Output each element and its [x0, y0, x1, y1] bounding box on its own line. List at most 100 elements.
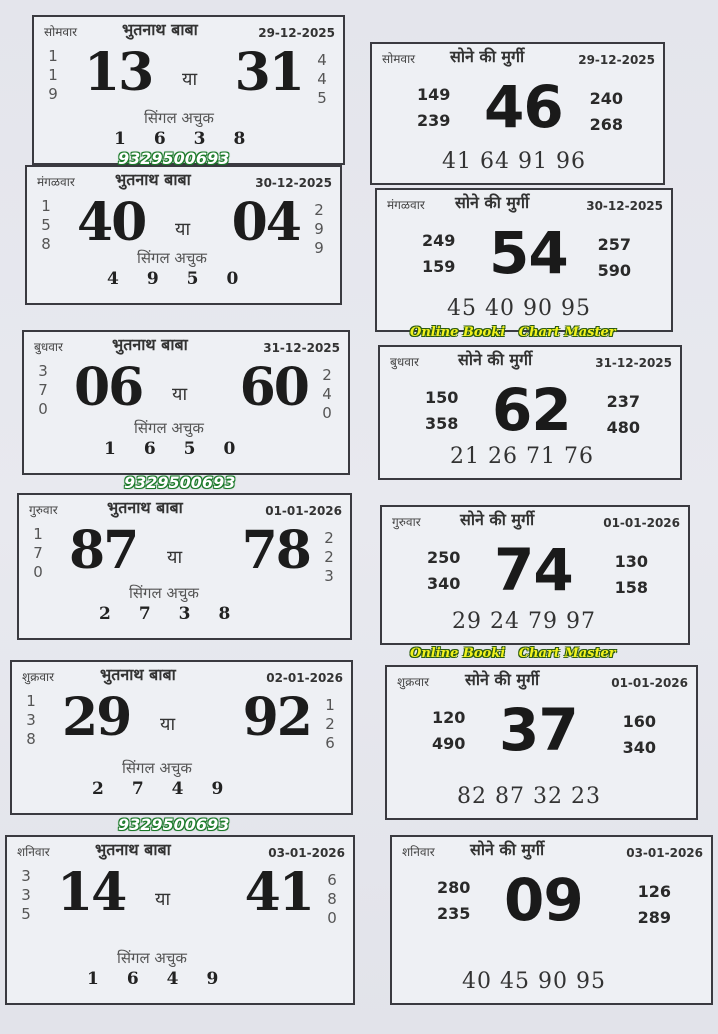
single-digits: 1649	[87, 969, 247, 989]
date-label: 01-01-2026	[265, 504, 342, 518]
right-card: मंगळवार सोने की मुर्गी 30-12-2025 249 159 54…	[375, 188, 673, 332]
day-label: बुधवार	[34, 340, 63, 354]
single-label: सिंगल अचुक	[129, 584, 199, 602]
or-label: या	[155, 889, 171, 910]
date-label: 30-12-2025	[255, 176, 332, 190]
phone-watermark: 9329500693	[124, 473, 236, 492]
day-label: शुक्रवार	[22, 670, 55, 684]
right-panna-digits: 1 2 6	[325, 696, 335, 752]
main-number: 62	[492, 376, 572, 444]
date-label: 29-12-2025	[578, 53, 655, 67]
day-label: शुक्रवार	[397, 675, 430, 689]
number-b: 60	[239, 357, 310, 418]
number-b: 92	[242, 687, 313, 748]
number-a: 40	[77, 192, 147, 253]
phone-watermark: 9329500693	[118, 149, 230, 168]
number-b: 04	[231, 192, 302, 253]
left-card: शुक्रवार भुतनाथ बाबा 02-01-2026 1 3 8 29 या 92…	[10, 660, 353, 815]
number-a: 06	[74, 357, 144, 418]
card-title: भुतनाथ बाबा	[100, 665, 176, 684]
or-label: या	[160, 714, 176, 735]
right-panna: 237 480	[606, 392, 640, 437]
right-panna-digits: 2 9 9	[314, 201, 324, 257]
main-number: 37	[499, 696, 579, 764]
jodi-numbers: 82 87 32 23	[457, 784, 601, 809]
left-card: सोमवार भुतनाथ बाबा 29-12-2025 1 1 9 13 या 31 4 …	[32, 15, 345, 165]
left-card: बुधवार भुतनाथ बाबा 31-12-2025 3 7 0 06 या 60 2 …	[22, 330, 350, 475]
number-b: 31	[234, 42, 305, 103]
jodi-numbers: 40 45 90 95	[462, 969, 606, 994]
card-title: भुतनाथ बाबा	[112, 335, 188, 354]
number-a: 87	[69, 520, 139, 581]
card-title: भुतनाथ बाबा	[107, 498, 183, 517]
main-number: 46	[484, 73, 564, 141]
jodi-numbers: 29 24 79 97	[452, 609, 596, 634]
number-a: 14	[57, 862, 127, 923]
number-a: 13	[84, 42, 154, 103]
day-label: बुधवार	[390, 355, 419, 369]
left-panna: 249 159	[422, 231, 456, 276]
number-a: 29	[62, 687, 132, 748]
right-card: शुक्रवार सोने की मुर्गी 01-01-2026 120 490 3…	[385, 665, 698, 820]
left-panna-digits: 1 5 8	[41, 197, 51, 253]
date-label: 01-01-2026	[603, 516, 680, 530]
brand-watermark: Online Booki Chart Master	[410, 646, 616, 661]
card-title: सोने की मुर्गी	[470, 840, 545, 859]
jodi-numbers: 21 26 71 76	[450, 444, 594, 469]
date-label: 01-01-2026	[611, 676, 688, 690]
left-panna-digits: 3 7 0	[38, 362, 48, 418]
single-label: सिंगल अचुक	[137, 249, 207, 267]
left-panna: 149 239	[417, 85, 451, 130]
left-card: गुरुवार भुतनाथ बाबा 01-01-2026 1 7 0 87 या 78 2…	[17, 493, 352, 640]
date-label: 30-12-2025	[586, 199, 663, 213]
brand-watermark: Online Booki Chart Master	[410, 325, 616, 340]
right-panna: 160 340	[622, 712, 656, 757]
right-panna-digits: 4 4 5	[317, 51, 327, 107]
date-label: 03-01-2026	[268, 846, 345, 860]
date-label: 29-12-2025	[258, 26, 335, 40]
right-card: गुरुवार सोने की मुर्गी 01-01-2026 250 340 74…	[380, 505, 690, 645]
card-title: भुतनाथ बाबा	[95, 840, 171, 859]
right-card: बुधवार सोने की मुर्गी 31-12-2025 150 358 62 2…	[378, 345, 682, 480]
main-number: 09	[504, 866, 584, 934]
right-panna: 130 158	[614, 552, 648, 597]
single-digits: 1638	[114, 129, 274, 149]
or-label: या	[175, 219, 191, 240]
date-label: 31-12-2025	[595, 356, 672, 370]
right-card: शनिवार सोने की मुर्गी 03-01-2026 280 235 09 1…	[390, 835, 713, 1005]
left-panna: 120 490	[432, 708, 466, 753]
card-title: सोने की मुर्गी	[458, 350, 533, 369]
day-label: मंगळवार	[387, 198, 425, 212]
right-panna-digits: 6 8 0	[327, 871, 337, 927]
single-digits: 2749	[92, 779, 252, 799]
left-card: मंगळवार भुतनाथ बाबा 30-12-2025 1 5 8 40 या 04 2…	[25, 165, 342, 305]
main-number: 74	[494, 536, 574, 604]
day-label: सोमवार	[44, 25, 78, 39]
single-digits: 2738	[99, 604, 259, 624]
number-b: 41	[244, 862, 315, 923]
day-label: गुरुवार	[392, 515, 421, 529]
date-label: 03-01-2026	[626, 846, 703, 860]
right-card: सोमवार सोने की मुर्गी 29-12-2025 149 239 46 2…	[370, 42, 665, 185]
day-label: मंगळवार	[37, 175, 75, 189]
card-title: सोने की मुर्गी	[465, 670, 540, 689]
single-label: सिंगल अचुक	[134, 419, 204, 437]
single-label: सिंगल अचुक	[144, 109, 214, 127]
card-title: सोने की मुर्गी	[455, 193, 530, 212]
card-title: भुतनाथ बाबा	[115, 170, 191, 189]
date-label: 31-12-2025	[263, 341, 340, 355]
right-panna: 240 268	[589, 89, 623, 134]
single-digits: 4950	[107, 269, 267, 289]
card-title: भुतनाथ बाबा	[122, 20, 198, 39]
card-title: सोने की मुर्गी	[450, 47, 525, 66]
right-panna: 257 590	[597, 235, 631, 280]
jodi-numbers: 41 64 91 96	[442, 149, 586, 174]
left-panna: 280 235	[437, 878, 471, 923]
phone-watermark: 9329500693	[118, 815, 230, 834]
or-label: या	[172, 384, 188, 405]
number-b: 78	[241, 520, 312, 581]
or-label: या	[182, 69, 198, 90]
jodi-numbers: 45 40 90 95	[447, 296, 591, 321]
day-label: शनिवार	[17, 845, 50, 859]
